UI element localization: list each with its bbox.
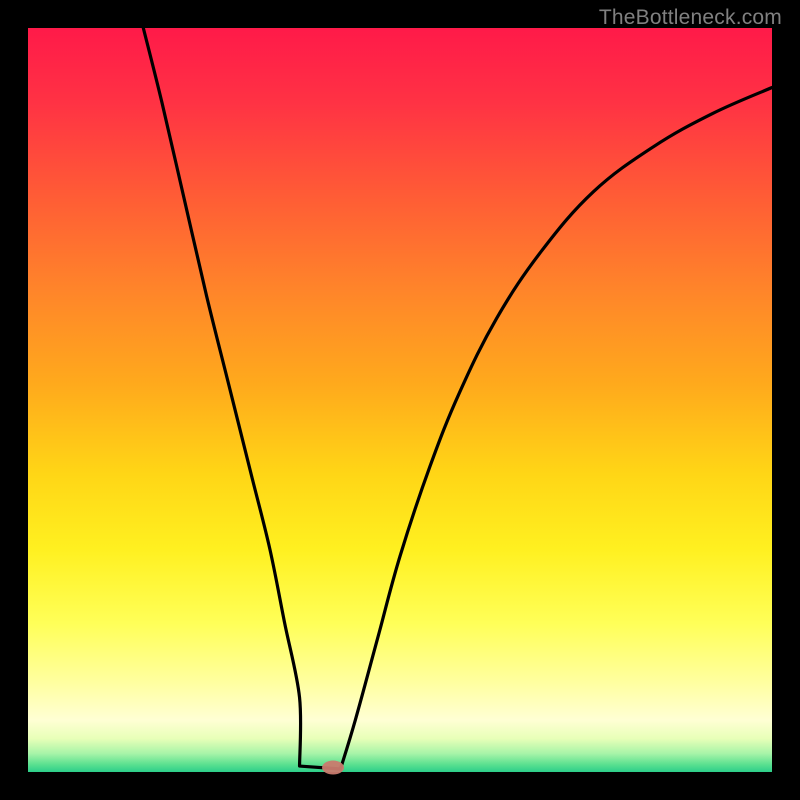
chart-container: TheBottleneck.com bbox=[0, 0, 800, 800]
bottleneck-chart bbox=[0, 0, 800, 800]
plot-area bbox=[28, 28, 772, 772]
watermark-text: TheBottleneck.com bbox=[599, 6, 782, 30]
optimal-marker bbox=[322, 761, 344, 775]
